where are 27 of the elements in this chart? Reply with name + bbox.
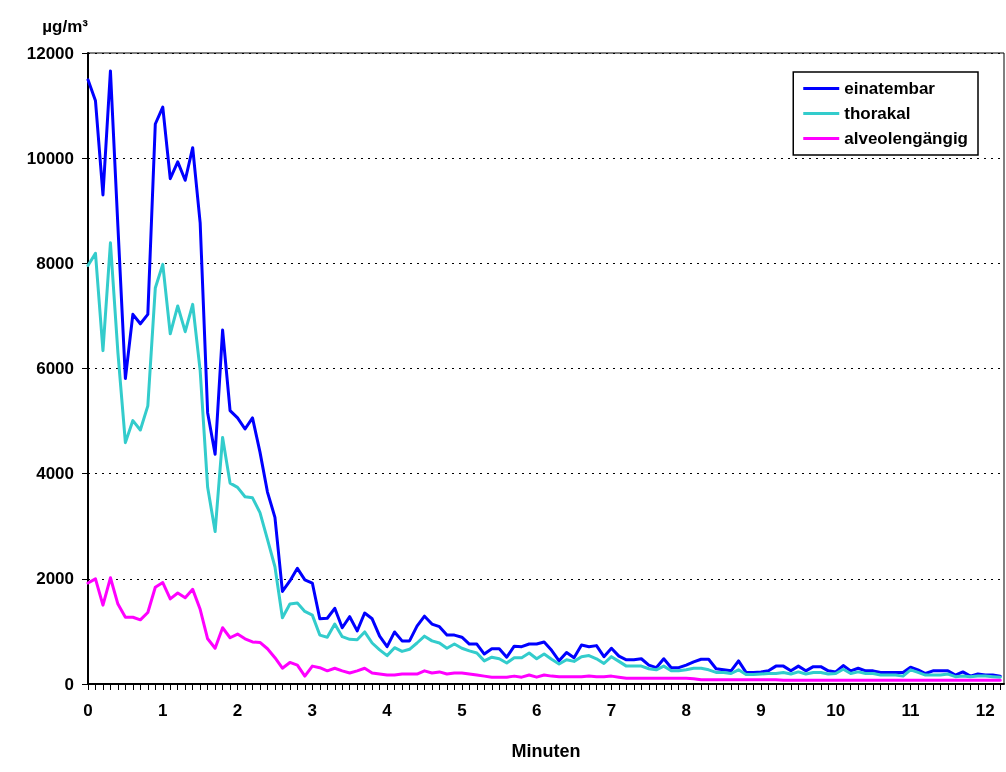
x-tick-label: 9 bbox=[756, 701, 766, 720]
x-tick-label: 7 bbox=[606, 701, 617, 720]
legend-label: alveolengängig bbox=[844, 129, 968, 148]
x-tick-label: 0 bbox=[83, 701, 93, 720]
line-series bbox=[86, 69, 1002, 678]
x-tick-label: 5 bbox=[457, 701, 467, 720]
y-axis-title: µg/m³ bbox=[42, 17, 89, 36]
x-tick-label: 4 bbox=[382, 701, 393, 720]
y-tick-label: 10000 bbox=[26, 148, 74, 168]
x-tick-label: 10 bbox=[826, 701, 846, 720]
x-tick-label: 12 bbox=[975, 701, 995, 720]
y-tick-label: 8000 bbox=[36, 253, 74, 273]
legend-label: einatembar bbox=[844, 79, 936, 98]
x-tick-label: 8 bbox=[681, 701, 691, 720]
x-tick-label: 3 bbox=[307, 701, 318, 720]
x-tick-label: 11 bbox=[901, 701, 920, 720]
y-tick-label: 12000 bbox=[26, 43, 74, 63]
y-tick-label: 2000 bbox=[36, 569, 74, 589]
x-tick-label: 1 bbox=[158, 701, 168, 720]
legend-label: thorakal bbox=[844, 104, 911, 123]
y-tick-label: 6000 bbox=[36, 359, 74, 378]
y-tick-label: 0 bbox=[64, 674, 74, 694]
line-series bbox=[86, 241, 1002, 679]
x-tick-label: 2 bbox=[232, 701, 243, 720]
x-tick-label: 6 bbox=[531, 701, 542, 720]
x-axis-title: Minuten bbox=[511, 741, 581, 761]
y-tick-label: 4000 bbox=[36, 464, 74, 484]
